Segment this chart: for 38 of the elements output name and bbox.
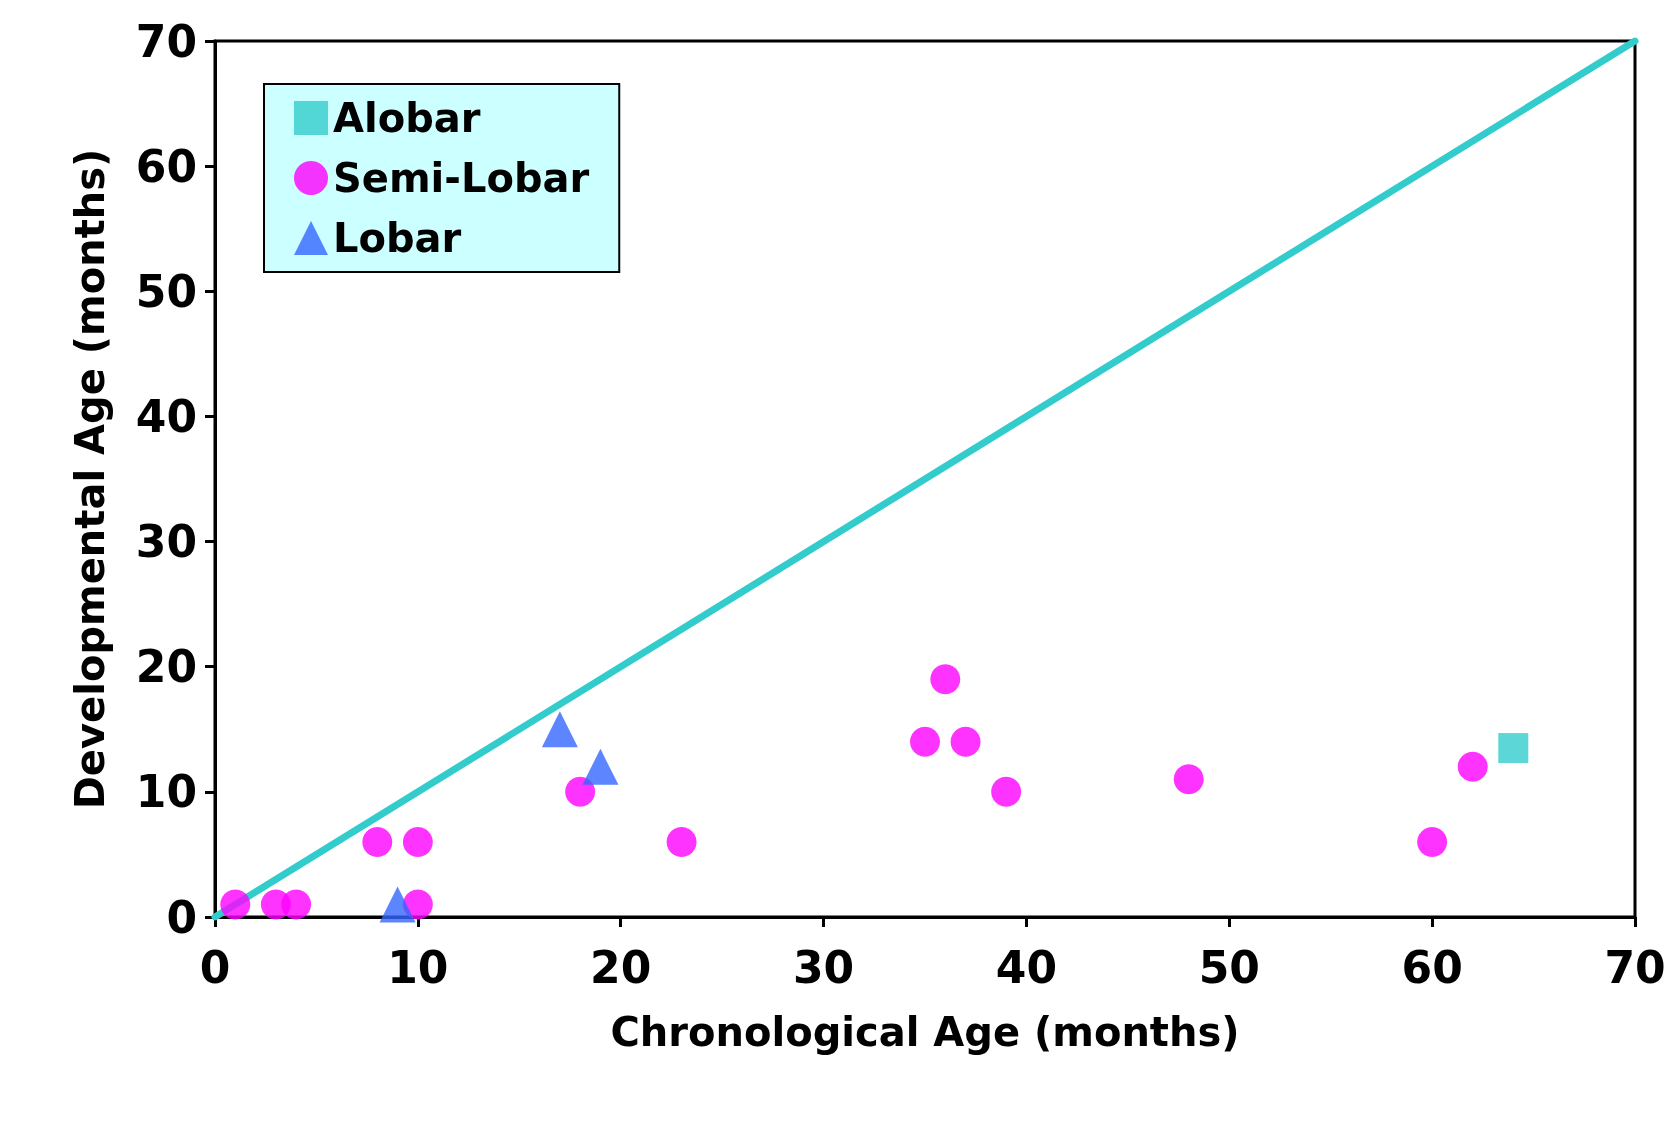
x-tick-label: 70 [1604, 941, 1666, 993]
point [362, 826, 393, 857]
point [1417, 826, 1448, 857]
y-tick-label: 20 [135, 641, 197, 693]
point [1498, 733, 1529, 764]
point [541, 711, 578, 748]
x-tick-label: 20 [590, 941, 652, 993]
y-tick-label: 60 [135, 140, 197, 192]
y-axis-title: Developmental Age (months) [67, 148, 113, 810]
y-tick-label: 10 [135, 766, 197, 818]
x-tick-label: 50 [1198, 941, 1260, 993]
point [402, 826, 433, 857]
x-tick-label: 10 [387, 941, 449, 993]
x-tick-label: 40 [995, 941, 1058, 993]
y-tick-label: 40 [135, 390, 197, 442]
y-tick-label: 50 [135, 265, 197, 317]
y-tick-label: 70 [135, 15, 197, 67]
legend-label: Semi-Lobar [333, 155, 590, 201]
point [220, 889, 251, 920]
point [950, 726, 981, 757]
point [991, 776, 1022, 807]
point [1457, 751, 1488, 782]
point [666, 826, 697, 857]
point [1173, 764, 1204, 795]
legend-label: Alobar [333, 95, 481, 141]
x-axis-title: Chronological Age (months) [610, 1009, 1240, 1055]
y-tick-label: 0 [166, 891, 197, 943]
point [281, 889, 312, 920]
point [565, 776, 596, 807]
point [930, 664, 961, 695]
point [379, 886, 416, 923]
x-tick-label: 60 [1401, 941, 1463, 993]
legend-label: Lobar [333, 215, 462, 261]
point [910, 726, 940, 757]
x-tick-label: 30 [792, 941, 855, 993]
x-tick-label: 0 [199, 941, 231, 993]
y-tick-label: 30 [135, 516, 197, 568]
point [582, 748, 619, 785]
